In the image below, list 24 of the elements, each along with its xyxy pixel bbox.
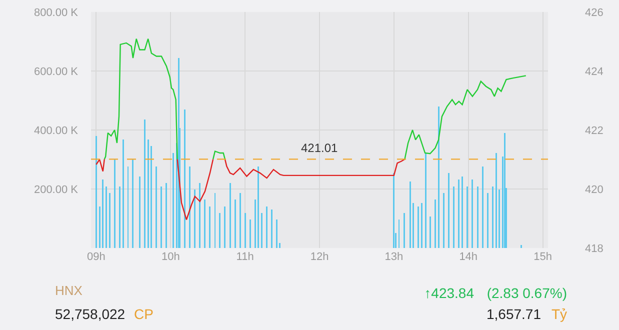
text: HNX <box>55 283 82 298</box>
text: ↑423.84 <box>424 285 474 301</box>
x-tick-label: 11h <box>236 251 254 263</box>
y-tick-label: 800.00 K <box>34 6 79 19</box>
y-tick-label: 400.00 K <box>34 124 79 137</box>
y-tick-label: 600.00 K <box>34 66 79 78</box>
y2-tick-label: 426 <box>585 6 604 19</box>
x-tick-label: 14h <box>459 251 478 263</box>
x-tick-label: 09h <box>87 251 106 263</box>
text: CP <box>134 306 154 322</box>
y2-tick-label: 422 <box>585 124 604 137</box>
y2-tick-label: 418 <box>585 242 604 255</box>
x-tick-label: 10h <box>161 251 180 263</box>
y-tick-label: 200.00 K <box>34 184 79 196</box>
x-tick-label: 15h <box>534 251 552 263</box>
ref-line-label: 421.01 <box>301 141 338 155</box>
y2-tick-label: 420 <box>585 184 604 196</box>
text: (2.83 0.67%) <box>486 285 567 301</box>
y2-tick-label: 424 <box>585 66 604 78</box>
x-tick-label: 12h <box>310 251 329 263</box>
text: 1,657.71 <box>486 306 541 322</box>
x-tick-label: 13h <box>384 251 404 263</box>
text: Tỷ <box>551 306 567 322</box>
text: 52,758,022 <box>55 306 126 322</box>
